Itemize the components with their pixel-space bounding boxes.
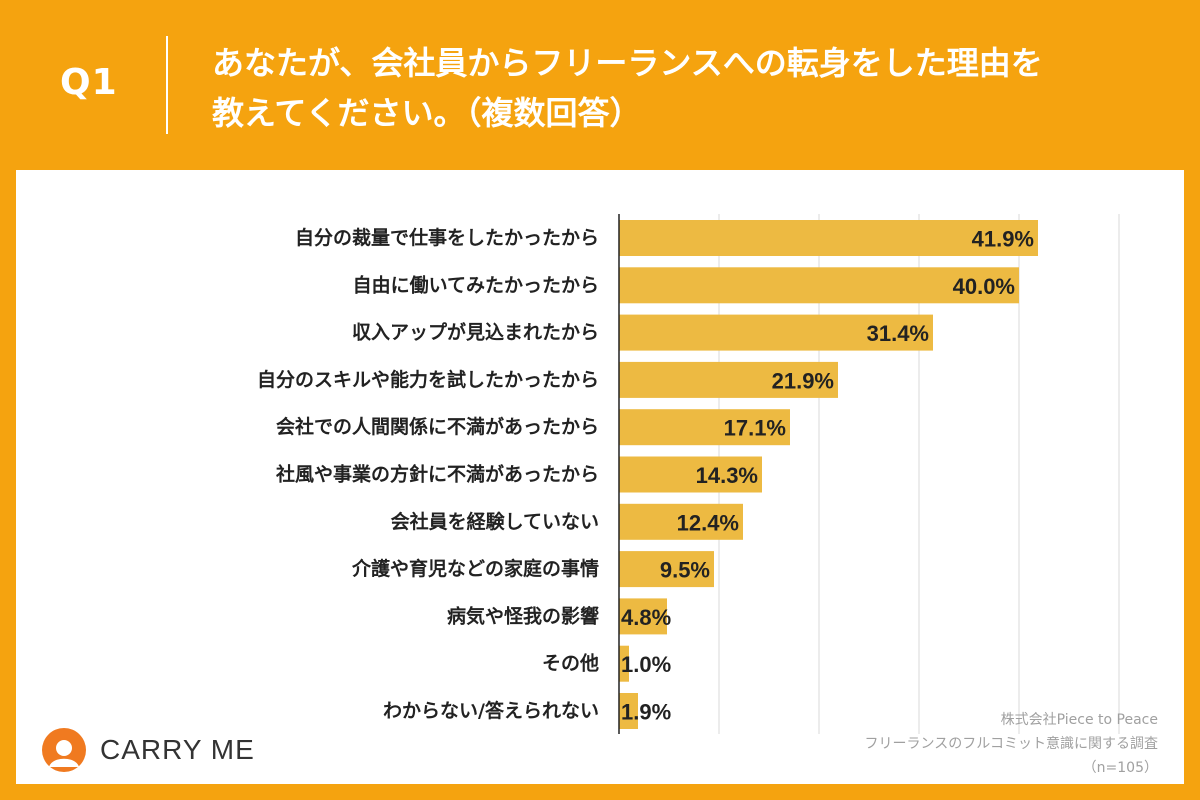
- category-label: わからない/答えられない: [383, 699, 599, 722]
- value-label: 17.1%: [724, 416, 786, 441]
- bar: [619, 551, 714, 588]
- bar: [619, 503, 743, 540]
- source-company: 株式会社Piece to Peace: [1000, 712, 1158, 728]
- source-sample: （n=105）: [1082, 760, 1158, 776]
- carry-me-logo-icon: [42, 728, 86, 772]
- bar-chart: 自分の裁量で仕事をしたかったから 41.9% 自由に働いてみたかったから 40.0% 収…: [257, 214, 1120, 734]
- value-label: 12.4%: [677, 510, 739, 535]
- bar: [619, 645, 629, 682]
- bar: [619, 598, 667, 635]
- source-note: 株式会社Piece to Peace フリーランスのフルコミット意識に関する調査…: [758, 708, 1158, 780]
- value-label: 21.9%: [772, 368, 834, 393]
- bar: [619, 693, 638, 729]
- category-label: 会社員を経験していない: [391, 510, 599, 533]
- bar: [619, 267, 1019, 304]
- category-label: 自由に働いてみたかったから: [353, 273, 599, 296]
- bar: [619, 314, 933, 351]
- category-label: 病気や怪我の影響: [447, 604, 599, 627]
- value-label: 14.3%: [696, 463, 758, 488]
- bar: [619, 220, 1038, 256]
- category-label: 収入アップが見込まれたから: [352, 321, 599, 344]
- bar: [619, 456, 762, 493]
- value-label: 4.8%: [621, 605, 671, 630]
- category-label: 社風や事業の方針に不満があったから: [275, 463, 599, 486]
- header-divider: [166, 36, 168, 134]
- value-label: 40.0%: [953, 274, 1015, 299]
- category-label: 会社での人間関係に不満があったから: [276, 415, 599, 438]
- value-label: 9.5%: [660, 558, 710, 583]
- question-label: Q1: [60, 62, 118, 103]
- source-survey: フリーランスのフルコミット意識に関する調査: [864, 736, 1158, 752]
- brand-name: CARRY ME: [100, 734, 255, 765]
- value-label: 41.9%: [972, 227, 1034, 252]
- bar: [619, 361, 838, 398]
- category-label: 自分の裁量で仕事をしたかったから: [295, 226, 599, 249]
- question-text: あなたが、会社員からフリーランスへの転身をした理由を 教えてください。（複数回答…: [212, 38, 1172, 138]
- question-line-1: あなたが、会社員からフリーランスへの転身をした理由を: [212, 44, 1043, 82]
- category-label: 介護や育児などの家庭の事情: [351, 557, 599, 580]
- value-label: 1.9%: [621, 700, 671, 725]
- value-label: 31.4%: [867, 321, 929, 346]
- category-label: その他: [542, 652, 599, 675]
- bar: [619, 409, 790, 446]
- chart-panel: 自分の裁量で仕事をしたかったから 41.9% 自由に働いてみたかったから 40.0% 収…: [16, 170, 1184, 784]
- category-label: 自分のスキルや能力を試したかったから: [257, 368, 599, 391]
- value-label: 1.0%: [621, 652, 671, 677]
- header: Q1 あなたが、会社員からフリーランスへの転身をした理由を 教えてください。（複…: [0, 0, 1200, 170]
- question-line-2: 教えてください。（複数回答）: [212, 94, 642, 132]
